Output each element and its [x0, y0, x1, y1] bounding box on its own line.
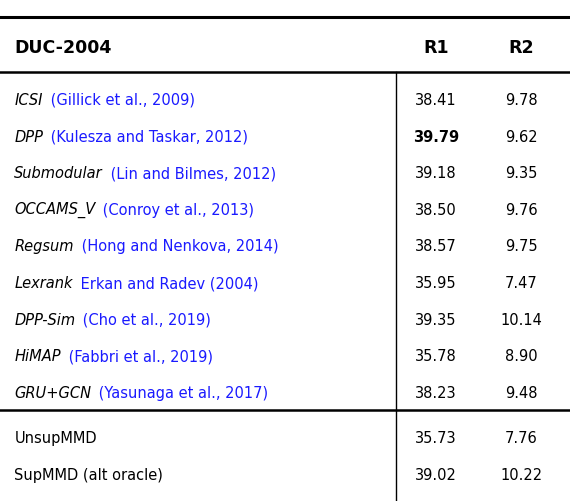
Text: 39.35: 39.35 [416, 312, 457, 327]
Text: (Kulesza and Taskar, 2012): (Kulesza and Taskar, 2012) [46, 129, 248, 144]
Text: Erkan and Radev (2004): Erkan and Radev (2004) [76, 276, 258, 291]
Text: 9.78: 9.78 [505, 93, 538, 108]
Text: (Fabbri et al., 2019): (Fabbri et al., 2019) [64, 349, 213, 364]
Text: UnsupMMD: UnsupMMD [14, 430, 97, 445]
Text: Regsum: Regsum [14, 239, 74, 254]
Text: 38.57: 38.57 [415, 239, 457, 254]
Text: 38.23: 38.23 [415, 385, 457, 400]
Text: R1: R1 [424, 39, 449, 57]
Text: 7.76: 7.76 [505, 430, 538, 445]
Text: 39.79: 39.79 [413, 129, 459, 144]
Text: (Cho et al., 2019): (Cho et al., 2019) [78, 312, 211, 327]
Text: HiMAP: HiMAP [14, 349, 61, 364]
Text: 38.50: 38.50 [415, 202, 457, 217]
Text: 8.90: 8.90 [505, 349, 538, 364]
Text: R2: R2 [509, 39, 534, 57]
Text: SupMMD (alt oracle): SupMMD (alt oracle) [14, 467, 163, 482]
Text: 38.41: 38.41 [415, 93, 457, 108]
Text: 9.62: 9.62 [505, 129, 538, 144]
Text: (Gillick et al., 2009): (Gillick et al., 2009) [46, 93, 194, 108]
Text: DUC-2004: DUC-2004 [14, 39, 112, 57]
Text: DPP-Sim: DPP-Sim [14, 312, 75, 327]
Text: Lexrank: Lexrank [14, 276, 73, 291]
Text: GRU+GCN: GRU+GCN [14, 385, 91, 400]
Text: ICSI: ICSI [14, 93, 43, 108]
Text: DPP: DPP [14, 129, 43, 144]
Text: (Yasunaga et al., 2017): (Yasunaga et al., 2017) [94, 385, 268, 400]
Text: 35.78: 35.78 [415, 349, 457, 364]
Text: 9.35: 9.35 [506, 166, 538, 181]
Text: 7.47: 7.47 [505, 276, 538, 291]
Text: Submodular: Submodular [14, 166, 103, 181]
Text: 10.22: 10.22 [500, 467, 543, 482]
Text: 35.73: 35.73 [415, 430, 457, 445]
Text: 39.18: 39.18 [415, 166, 457, 181]
Text: (Lin and Bilmes, 2012): (Lin and Bilmes, 2012) [105, 166, 276, 181]
Text: 9.48: 9.48 [505, 385, 538, 400]
Text: 35.95: 35.95 [415, 276, 457, 291]
Text: 10.14: 10.14 [500, 312, 543, 327]
Text: 39.02: 39.02 [415, 467, 457, 482]
Text: OCCAMS_V: OCCAMS_V [14, 202, 96, 218]
Text: (Hong and Nenkova, 2014): (Hong and Nenkova, 2014) [76, 239, 278, 254]
Text: 9.76: 9.76 [505, 202, 538, 217]
Text: (Conroy et al., 2013): (Conroy et al., 2013) [99, 202, 254, 217]
Text: 9.75: 9.75 [505, 239, 538, 254]
